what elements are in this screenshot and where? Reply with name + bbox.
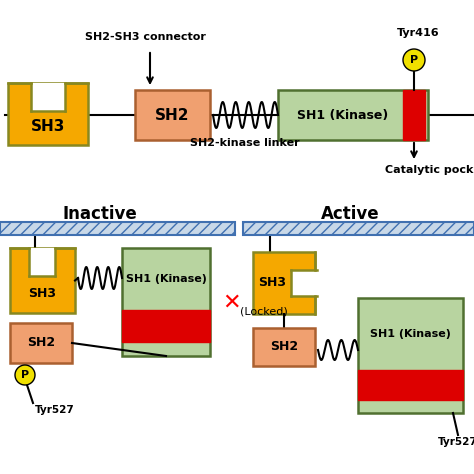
Bar <box>122 248 210 356</box>
Bar <box>122 310 210 342</box>
Bar <box>358 370 463 400</box>
Text: SH3: SH3 <box>258 276 286 290</box>
Text: Tyr527: Tyr527 <box>35 405 75 415</box>
Text: Catalytic pock: Catalytic pock <box>385 165 473 175</box>
Bar <box>0 222 235 235</box>
Text: SH3: SH3 <box>31 119 65 134</box>
Bar <box>10 248 75 313</box>
Bar <box>358 298 463 413</box>
Text: SH2: SH2 <box>270 340 298 354</box>
Text: Active: Active <box>321 205 379 223</box>
Bar <box>253 328 315 366</box>
Text: SH3: SH3 <box>28 287 56 300</box>
Bar <box>31 83 65 111</box>
Text: P: P <box>21 370 29 380</box>
Text: SH1 (Kinase): SH1 (Kinase) <box>126 274 207 284</box>
Text: Inactive: Inactive <box>63 205 137 223</box>
Bar <box>403 90 425 140</box>
Text: SH2-kinase linker: SH2-kinase linker <box>190 138 300 148</box>
Text: SH1 (Kinase): SH1 (Kinase) <box>370 329 451 339</box>
Bar <box>8 83 88 145</box>
Text: (Locked): (Locked) <box>240 306 288 316</box>
Bar <box>10 323 72 363</box>
Text: ✕: ✕ <box>223 293 241 313</box>
Bar <box>29 248 55 276</box>
Bar <box>135 90 210 140</box>
Bar <box>278 90 428 140</box>
Text: P: P <box>410 55 418 65</box>
Circle shape <box>403 49 425 71</box>
Text: Tyr416: Tyr416 <box>397 28 439 38</box>
Text: SH2: SH2 <box>155 108 190 122</box>
Bar <box>291 270 319 296</box>
Text: SH2: SH2 <box>27 337 55 349</box>
Bar <box>253 252 315 314</box>
Text: Tyr527: Tyr527 <box>438 437 474 447</box>
Text: SH1 (Kinase): SH1 (Kinase) <box>297 109 389 121</box>
Circle shape <box>15 365 35 385</box>
Text: SH2-SH3 connector: SH2-SH3 connector <box>84 32 205 42</box>
Bar <box>243 222 474 235</box>
